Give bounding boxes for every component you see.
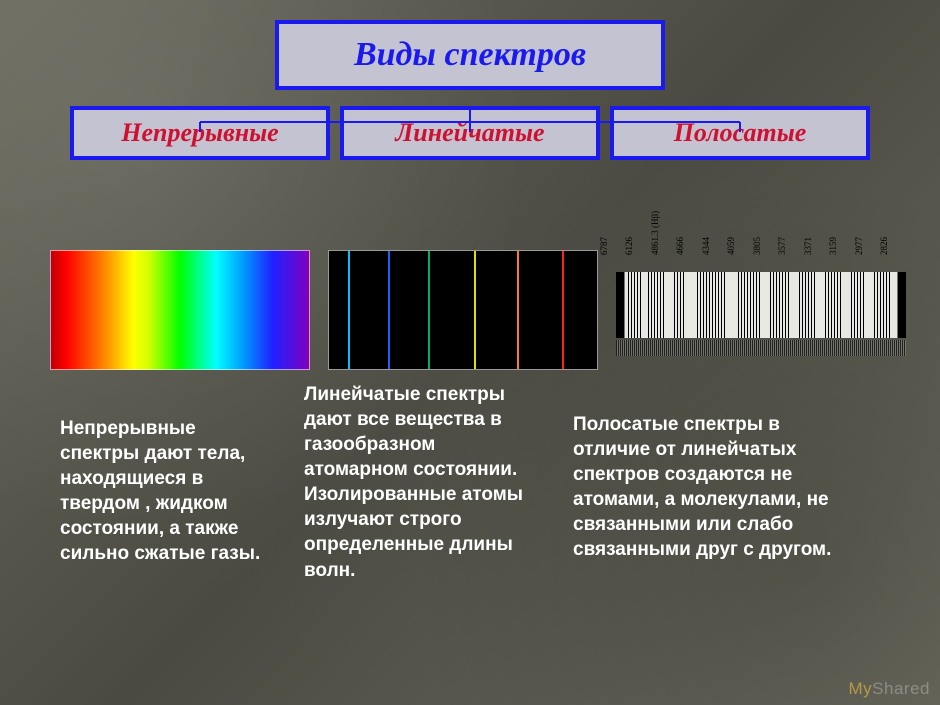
emission-line — [474, 251, 476, 369]
emission-line — [517, 251, 519, 369]
spectra-diagram: Виды спектров НепрерывныеЛинейчатыеПолос… — [0, 0, 940, 160]
watermark-prefix: My — [849, 679, 873, 698]
continuous-spectrum — [50, 250, 310, 370]
band-group — [674, 272, 686, 338]
desc-band: Полосатые спектры в отличие от линейчаты… — [573, 412, 853, 583]
watermark-rest: Shared — [872, 679, 930, 698]
descriptions-row: Непрерывные спектры дают тела, находящие… — [60, 398, 880, 583]
emission-line — [428, 251, 430, 369]
band-group — [825, 272, 842, 338]
category-row: НепрерывныеЛинейчатыеПолосатые — [70, 106, 870, 160]
band-spectrum: 678761264861.3 (Hβ)466643444059380535773… — [616, 230, 906, 370]
line-spectrum — [328, 250, 598, 370]
band-spectrum-body — [616, 272, 906, 338]
band-group — [738, 272, 761, 338]
diagram-title-text: Виды спектров — [354, 36, 586, 74]
emission-line — [348, 251, 350, 369]
category-box-1: Линейчатые — [340, 106, 600, 160]
band-wavelength-labels: 678761264861.3 (Hβ)466643444059380535773… — [616, 228, 906, 272]
band-group — [628, 272, 643, 338]
emission-line — [562, 251, 564, 369]
band-group — [648, 272, 665, 338]
category-box-2: Полосатые — [610, 106, 870, 160]
band-group — [874, 272, 891, 338]
watermark: MyShared — [849, 679, 931, 699]
band-group — [697, 272, 726, 338]
desc-continuous: Непрерывные спектры дают тела, находящие… — [60, 416, 270, 583]
emission-line — [388, 251, 390, 369]
band-group — [799, 272, 816, 338]
spectra-illustrations: 678761264861.3 (Hβ)466643444059380535773… — [50, 230, 910, 370]
band-scale-strip — [616, 340, 906, 356]
band-group — [770, 272, 790, 338]
desc-line: Линейчатые спектры дают все вещества в г… — [304, 382, 539, 583]
diagram-title-box: Виды спектров — [275, 20, 665, 90]
band-group — [851, 272, 866, 338]
category-box-0: Непрерывные — [70, 106, 330, 160]
